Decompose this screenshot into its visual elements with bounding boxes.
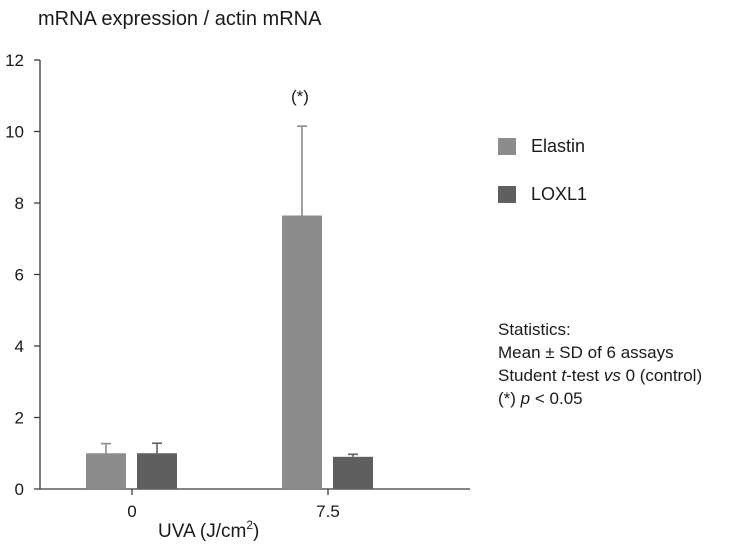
- y-tick-label: 0: [15, 480, 24, 499]
- x-axis-title: UVA (J/cm2): [158, 518, 260, 542]
- y-tick-label: 2: [15, 409, 24, 428]
- legend-label-elastin: Elastin: [531, 136, 586, 156]
- bar-loxl1-0: [137, 453, 177, 489]
- y-tick-label: 4: [15, 337, 24, 356]
- bar-elastin-7.5: [282, 215, 322, 489]
- y-tick-label: 10: [5, 123, 24, 142]
- legend-item-loxl1: LOXL1: [498, 184, 698, 204]
- x-tick-label: 7.5: [316, 502, 340, 521]
- y-axis-title: mRNA expression / actin mRNA: [38, 8, 322, 30]
- x-tick-label: 0: [127, 502, 136, 521]
- stats-title: Statistics:: [498, 320, 571, 339]
- statistics-note: Statistics: Mean ± SD of 6 assays Studen…: [498, 318, 702, 410]
- stats-line-mean: Mean ± SD of 6 assays: [498, 343, 674, 362]
- bar-loxl1-7.5: [333, 456, 373, 489]
- y-tick-label: 8: [15, 194, 24, 213]
- legend-label-loxl1: LOXL1: [531, 184, 588, 204]
- legend-item-elastin: Elastin: [498, 136, 698, 156]
- stats-line-test: Student t-test vs 0 (control): [498, 366, 703, 385]
- stats-line-pvalue: (*) p < 0.05: [498, 389, 583, 408]
- legend-swatch-loxl1: [498, 186, 516, 203]
- y-tick-label: 12: [5, 51, 24, 70]
- y-tick-label: 6: [15, 266, 24, 285]
- significance-annotation: (*): [291, 87, 309, 106]
- legend-swatch-elastin: [498, 138, 516, 155]
- bar-elastin-0: [86, 453, 126, 489]
